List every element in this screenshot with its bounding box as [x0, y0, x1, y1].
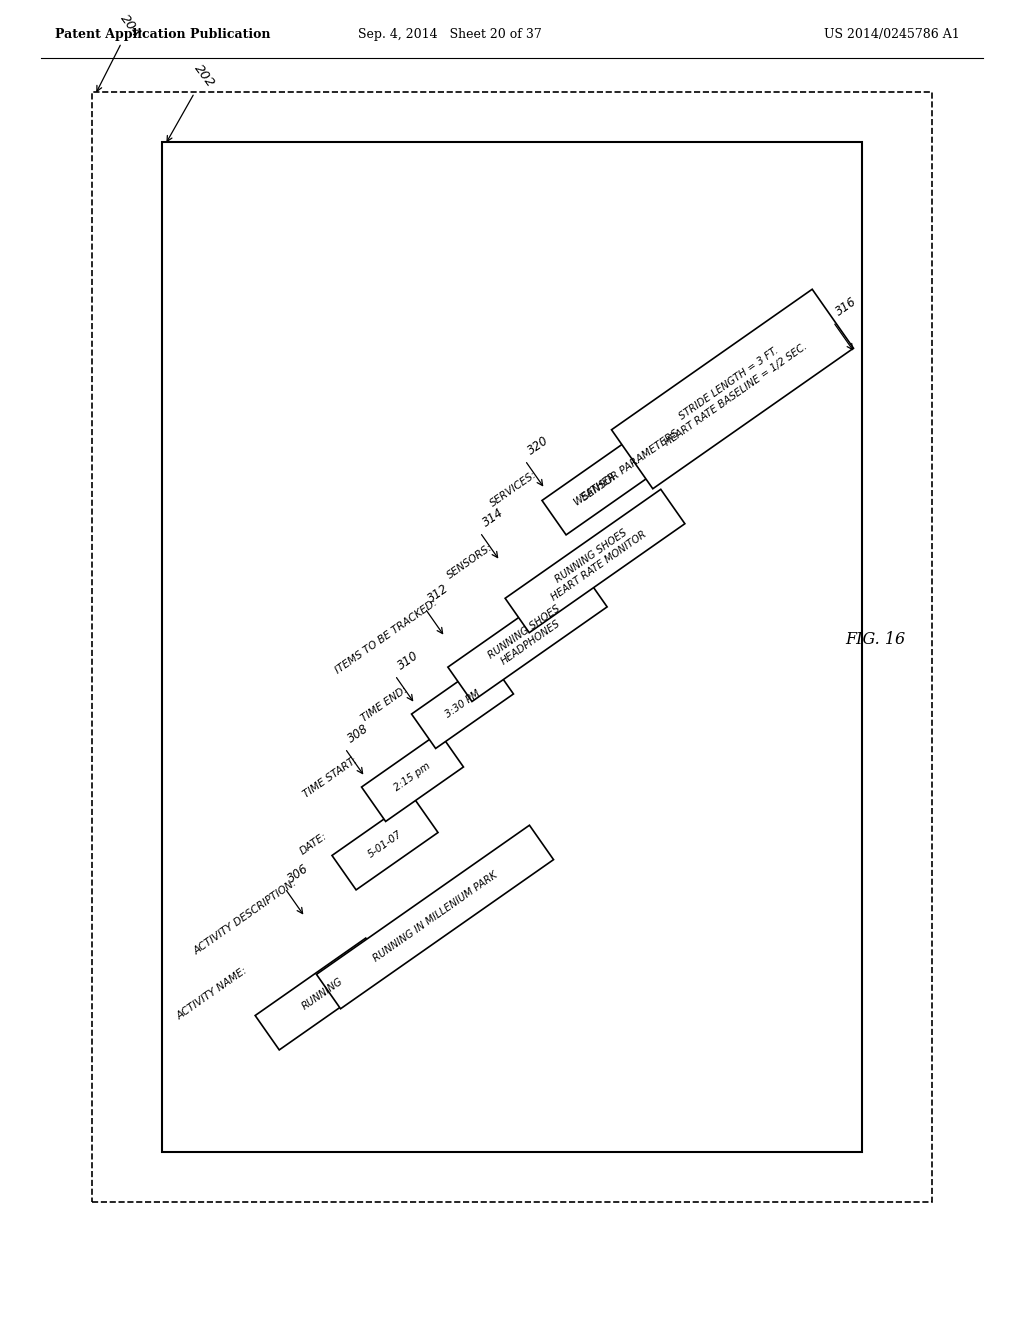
Text: WEATHER: WEATHER	[572, 471, 618, 507]
Bar	[162, 143, 862, 1152]
Text: 310: 310	[395, 648, 421, 672]
Text: 316: 316	[834, 296, 859, 319]
Polygon shape	[447, 573, 607, 701]
Text: RUNNING IN MILLENIUM PARK: RUNNING IN MILLENIUM PARK	[371, 870, 499, 964]
Text: 320: 320	[525, 434, 551, 457]
Polygon shape	[316, 825, 554, 1008]
Text: 3:30 PM: 3:30 PM	[443, 688, 482, 719]
Text: Patent Application Publication: Patent Application Publication	[55, 28, 270, 41]
Polygon shape	[542, 444, 648, 535]
Bar	[92, 92, 932, 1203]
Text: 314: 314	[480, 506, 506, 529]
Text: 2:15 pm: 2:15 pm	[392, 760, 432, 793]
Text: ACTIVITY DESCRIPTION:: ACTIVITY DESCRIPTION:	[193, 878, 299, 957]
Text: RUNNING SHOES
HEADPHONES: RUNNING SHOES HEADPHONES	[486, 603, 569, 671]
Text: RUNNING: RUNNING	[300, 977, 345, 1011]
Text: SENSORS:: SENSORS:	[444, 541, 494, 581]
Text: 312: 312	[425, 582, 451, 606]
Polygon shape	[332, 799, 438, 890]
Text: TIME START:: TIME START:	[301, 755, 359, 800]
Polygon shape	[505, 490, 685, 632]
Text: 306: 306	[285, 862, 311, 886]
Text: FIG. 16: FIG. 16	[845, 631, 905, 648]
Text: 202: 202	[167, 62, 217, 141]
Text: Sep. 4, 2014   Sheet 20 of 37: Sep. 4, 2014 Sheet 20 of 37	[358, 28, 542, 41]
Text: TIME END:: TIME END:	[359, 685, 409, 723]
Polygon shape	[361, 733, 464, 821]
Text: RUNNING SHOES
HEART RATE MONITOR: RUNNING SHOES HEART RATE MONITOR	[542, 519, 648, 603]
Text: 308: 308	[345, 722, 371, 746]
Text: US 2014/0245786 A1: US 2014/0245786 A1	[824, 28, 961, 41]
Text: ACTIVITY NAME:: ACTIVITY NAME:	[175, 966, 249, 1022]
Text: 5-01-07: 5-01-07	[367, 829, 403, 859]
Text: DATE:: DATE:	[298, 832, 329, 857]
Text: STRIDE LENGTH = 3 FT.
HEART RATE BASELINE = 1/2 SEC.: STRIDE LENGTH = 3 FT. HEART RATE BASELIN…	[655, 330, 809, 447]
Polygon shape	[611, 289, 853, 488]
Text: ITEMS TO BE TRACKED:: ITEMS TO BE TRACKED:	[333, 598, 439, 676]
Text: SERVICES:: SERVICES:	[488, 470, 539, 508]
Text: 204: 204	[97, 12, 142, 91]
Text: SENSOR PARAMETERS: SENSOR PARAMETERS	[580, 428, 681, 502]
Polygon shape	[412, 660, 513, 748]
Polygon shape	[255, 939, 390, 1049]
